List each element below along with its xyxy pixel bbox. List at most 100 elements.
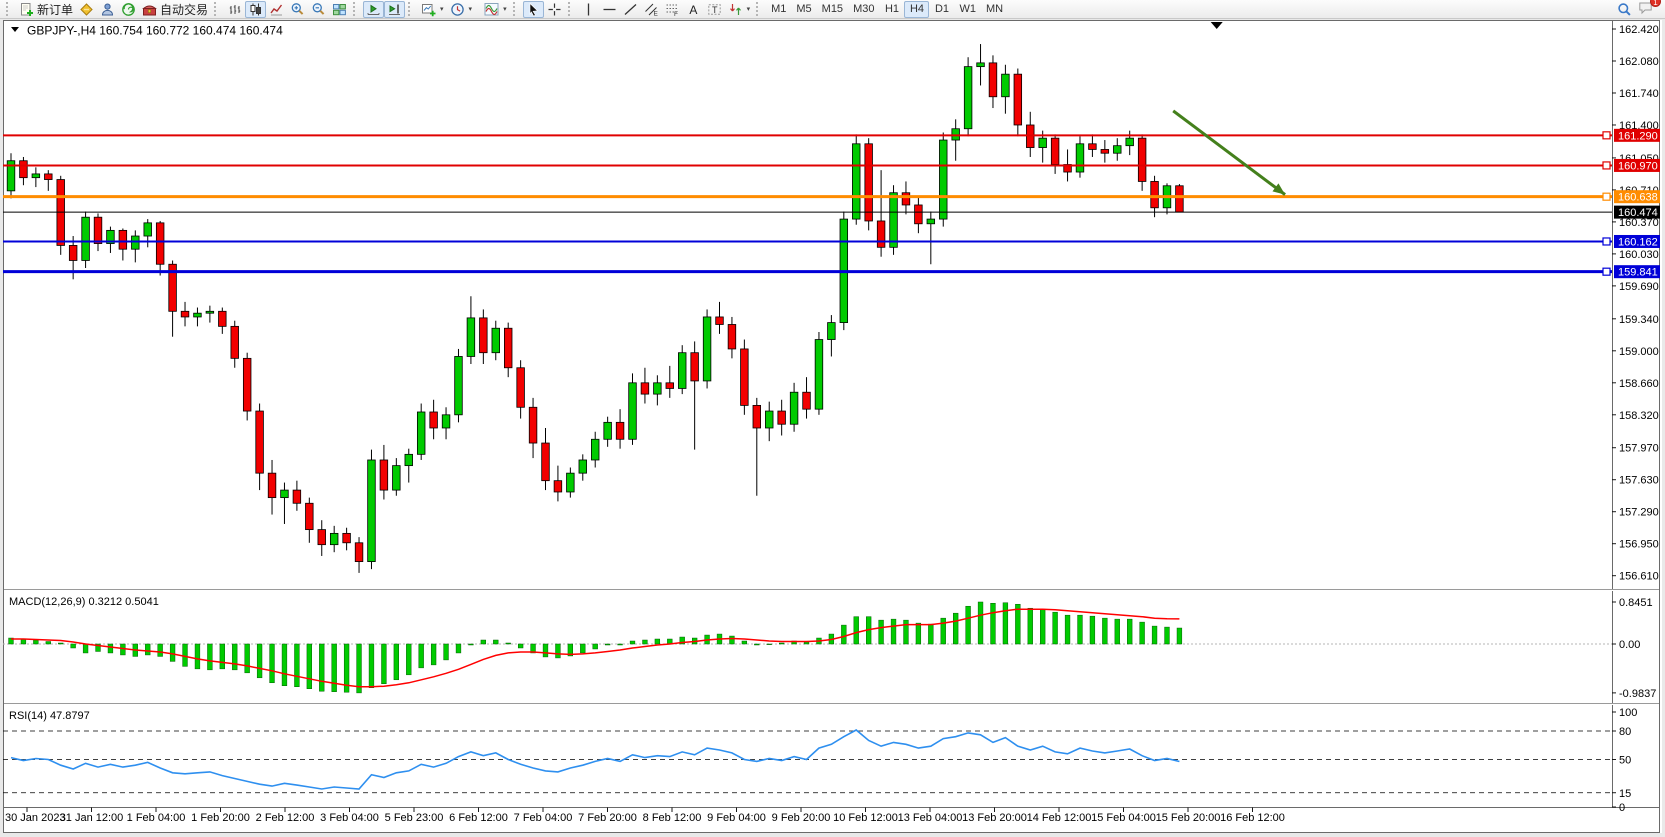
timeframe-m1-button[interactable]: M1 [766,1,791,18]
toolbar-grip[interactable] [512,2,518,16]
autotrading-button[interactable]: 自动交易 [139,1,211,18]
timeframe-mn-button[interactable]: MN [981,1,1008,18]
svg-text:160.474: 160.474 [1618,207,1658,219]
line-chart-button[interactable] [266,1,287,18]
symbol-dropdown-icon[interactable] [11,27,19,32]
arrows-icon [729,3,741,15]
timeframe-w1-button[interactable]: W1 [954,1,981,18]
timeframe-d1-button[interactable]: D1 [929,1,954,18]
svg-text:30 Jan 2023: 30 Jan 2023 [5,812,66,824]
chart-end-marker-icon[interactable] [1210,22,1223,29]
zoom-out-button[interactable] [308,1,329,18]
new-chart-button[interactable]: ▾ [418,1,447,18]
new-order-button[interactable]: 新订单 [16,1,76,18]
text-label-icon: T [707,3,721,15]
price-label-159.841[interactable]: 159.841 [1614,265,1660,279]
timeframe-m30-button[interactable]: M30 [848,1,879,18]
metaeditor-diamond-icon [80,2,93,16]
svg-text:15 Feb 04:00: 15 Feb 04:00 [1091,812,1156,824]
fibonacci-icon: F [666,4,678,17]
svg-text:F: F [674,11,678,17]
price-label-160.162[interactable]: 160.162 [1614,234,1660,249]
price-label-160.970[interactable]: 160.970 [1614,158,1660,173]
fibonacci-tool-button[interactable]: F [662,1,683,18]
svg-text:156.610: 156.610 [1619,571,1659,583]
auto-scroll-icon [367,4,380,15]
svg-text:161.290: 161.290 [1618,130,1658,142]
timeframe-m5-button[interactable]: M5 [791,1,816,18]
autotrading-icon [142,5,157,15]
vertical-line-tool-button[interactable] [578,1,599,18]
svg-text:1 Feb 04:00: 1 Feb 04:00 [127,812,186,824]
zoom-in-button[interactable] [287,1,308,18]
bar-chart-button[interactable] [224,1,245,18]
svg-text:159.690: 159.690 [1619,281,1659,293]
svg-text:T: T [712,5,718,15]
svg-text:100: 100 [1619,707,1637,719]
trendline-icon [624,3,637,15]
search-button[interactable] [1614,1,1635,18]
trendline-tool-button[interactable] [620,1,641,18]
svg-text:7 Feb 04:00: 7 Feb 04:00 [514,812,573,824]
panel-separators [4,589,1659,808]
svg-text:31 Jan 12:00: 31 Jan 12:00 [60,812,124,824]
svg-text:160.030: 160.030 [1619,249,1659,261]
candlestick-chart-button[interactable] [245,0,267,18]
price-label-160.638[interactable]: 160.638 [1614,190,1660,204]
svg-text:A: A [689,3,697,17]
text-tool-button[interactable]: A [683,1,704,18]
svg-text:16 Feb 12:00: 16 Feb 12:00 [1220,812,1285,824]
svg-text:0.8451: 0.8451 [1619,597,1653,609]
timeframe-h4-button[interactable]: H4 [904,0,930,18]
equidistant-channel-tool-button[interactable]: E [641,1,662,18]
svg-text:1 Feb 20:00: 1 Feb 20:00 [191,812,250,824]
timeframe-group: M1 M5 M15 M30 H1 H4 D1 W1 MN [766,0,1008,18]
crosshair-tool-button[interactable] [544,1,565,18]
svg-text:6 Feb 12:00: 6 Feb 12:00 [449,812,508,824]
tile-windows-button[interactable] [329,1,350,18]
periods-button[interactable]: ▾ [447,1,476,18]
chart-shift-button[interactable] [384,0,406,18]
timeframe-m15-button[interactable]: M15 [817,1,848,18]
svg-text:E: E [653,10,658,17]
mql5-button[interactable] [118,1,139,18]
toolbar-grip[interactable] [408,2,413,16]
toolbar-grip[interactable] [353,2,358,16]
dropdown-caret-icon: ▾ [503,5,507,13]
svg-text:159.841: 159.841 [1618,267,1658,279]
candles-layer [6,44,1184,573]
auto-scroll-button[interactable] [363,0,385,18]
search-icon [1618,2,1631,16]
horizontal-line-tool-button[interactable] [599,1,620,18]
macd-label: MACD(12,26,9) 0.3212 0.5041 [9,596,159,608]
new-order-icon [21,2,33,16]
svg-text:158.320: 158.320 [1619,410,1659,422]
annotations [1172,22,1286,196]
toolbar-grip[interactable] [567,2,573,16]
notification-count-badge[interactable]: 1 [1650,0,1661,7]
channel-icon: E [644,3,658,17]
timeframe-h1-button[interactable]: H1 [879,1,904,18]
dropdown-caret-icon: ▾ [440,5,444,13]
cursor-tool-button[interactable] [522,0,544,18]
macd-signal-line [11,608,1180,688]
arrows-tool-button[interactable]: ▾ [725,1,754,18]
clock-icon [450,2,464,16]
toolbar-grip[interactable] [756,2,761,16]
svg-text:160.370: 160.370 [1619,217,1659,229]
svg-text:9 Feb 04:00: 9 Feb 04:00 [707,812,766,824]
price-chart-canvas[interactable]: 162.420162.080161.740161.400161.050160.7… [3,20,1660,833]
community-button[interactable] [97,1,118,18]
current-price-badge[interactable]: 160.474 [1614,205,1660,220]
trend-arrow[interactable] [1172,109,1286,196]
text-label-tool-button[interactable]: T [704,1,725,18]
svg-text:3 Feb 04:00: 3 Feb 04:00 [320,812,379,824]
person-icon [102,3,114,15]
toolbar-grip[interactable] [6,2,11,16]
metaeditor-button[interactable] [76,1,97,18]
price-label-161.290[interactable]: 161.290 [1614,128,1660,143]
svg-text:8 Feb 12:00: 8 Feb 12:00 [643,812,702,824]
templates-button[interactable]: ▾ [481,1,510,18]
toolbar-grip[interactable] [214,2,219,16]
